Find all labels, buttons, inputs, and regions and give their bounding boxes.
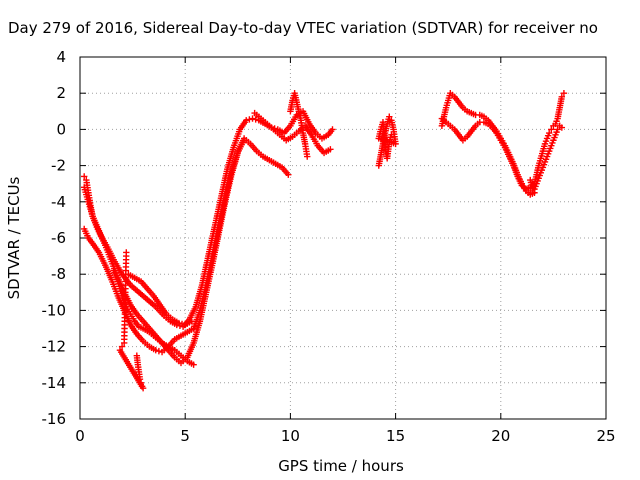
x-tick-label: 25 bbox=[596, 427, 615, 445]
y-tick-label: -10 bbox=[42, 301, 67, 319]
data-point bbox=[560, 90, 568, 97]
y-tick-label: -12 bbox=[42, 338, 67, 356]
data-point bbox=[386, 113, 393, 120]
data-point bbox=[152, 347, 159, 354]
data-point bbox=[81, 173, 88, 180]
y-tick-label: -16 bbox=[42, 410, 67, 428]
y-tick-label: 0 bbox=[56, 120, 66, 138]
data-points bbox=[81, 90, 568, 392]
data-point bbox=[249, 115, 256, 122]
y-tick-label: -2 bbox=[51, 157, 66, 175]
data-point bbox=[175, 319, 183, 327]
data-point bbox=[116, 347, 124, 354]
y-tick-label: 2 bbox=[56, 84, 66, 102]
data-point bbox=[558, 93, 566, 101]
data-point bbox=[118, 343, 126, 350]
y-tick-label: 4 bbox=[56, 48, 66, 66]
y-tick-label: -8 bbox=[51, 265, 66, 283]
chart-title: Day 279 of 2016, Sidereal Day-to-day VTE… bbox=[8, 19, 598, 37]
x-tick-label: 10 bbox=[281, 427, 300, 445]
data-point bbox=[327, 146, 334, 153]
axis-ticks: 0 5 10 15 20 25 -16 -14 -12 -10 -8 -6 -4 -2 0 2 4 bbox=[42, 48, 616, 445]
data-point bbox=[123, 249, 130, 256]
data-point bbox=[388, 131, 395, 139]
x-tick-label: 0 bbox=[75, 427, 85, 445]
data-point bbox=[188, 318, 195, 325]
x-axis-label: GPS time / hours bbox=[278, 457, 404, 475]
data-point bbox=[545, 129, 553, 137]
data-point bbox=[285, 171, 292, 178]
data-point bbox=[190, 361, 197, 368]
x-tick-label: 5 bbox=[180, 427, 190, 445]
data-point bbox=[155, 347, 163, 355]
data-point bbox=[558, 124, 566, 131]
x-tick-label: 15 bbox=[386, 427, 405, 445]
data-point bbox=[554, 126, 561, 133]
x-tick-label: 20 bbox=[491, 427, 510, 445]
y-axis-label: SDTVAR / TECUs bbox=[5, 176, 23, 299]
data-point bbox=[246, 116, 253, 123]
grid bbox=[80, 57, 606, 419]
y-tick-label: -14 bbox=[42, 374, 67, 392]
data-point bbox=[329, 126, 336, 133]
data-point bbox=[548, 126, 555, 133]
y-tick-label: -6 bbox=[51, 229, 66, 247]
data-point bbox=[304, 153, 311, 160]
data-point bbox=[243, 117, 250, 124]
y-tick-label: -4 bbox=[51, 193, 66, 211]
plot-frame bbox=[79, 56, 607, 420]
data-point bbox=[240, 137, 248, 144]
